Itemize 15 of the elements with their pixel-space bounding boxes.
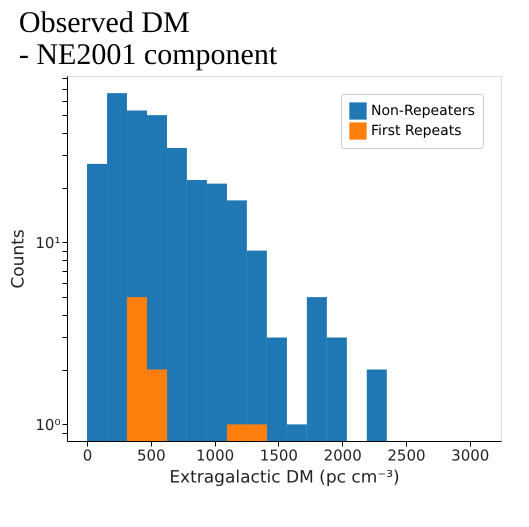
x-tick-label: 3000	[451, 446, 490, 464]
x-tick-label: 0	[82, 446, 92, 464]
y-tick-label: 10¹	[35, 234, 60, 252]
y-tick-label: 10⁰	[35, 416, 60, 434]
legend-label: Non-Repeaters	[371, 103, 475, 119]
x-tick-label: 500	[136, 446, 166, 464]
x-tick-label: 2500	[387, 446, 426, 464]
text: Observed DM	[18, 6, 190, 39]
x-tick-label: 1000	[196, 446, 234, 464]
x-axis-title: Extragalactic DM (pc cm⁻³)	[169, 468, 400, 488]
x-tick-label: 2000	[324, 446, 362, 464]
x-tick-label: 1500	[260, 446, 298, 464]
text: - NE2001 component	[18, 38, 278, 71]
y-axis-title: Counts	[8, 229, 28, 289]
legend-label: First Repeats	[371, 123, 462, 139]
